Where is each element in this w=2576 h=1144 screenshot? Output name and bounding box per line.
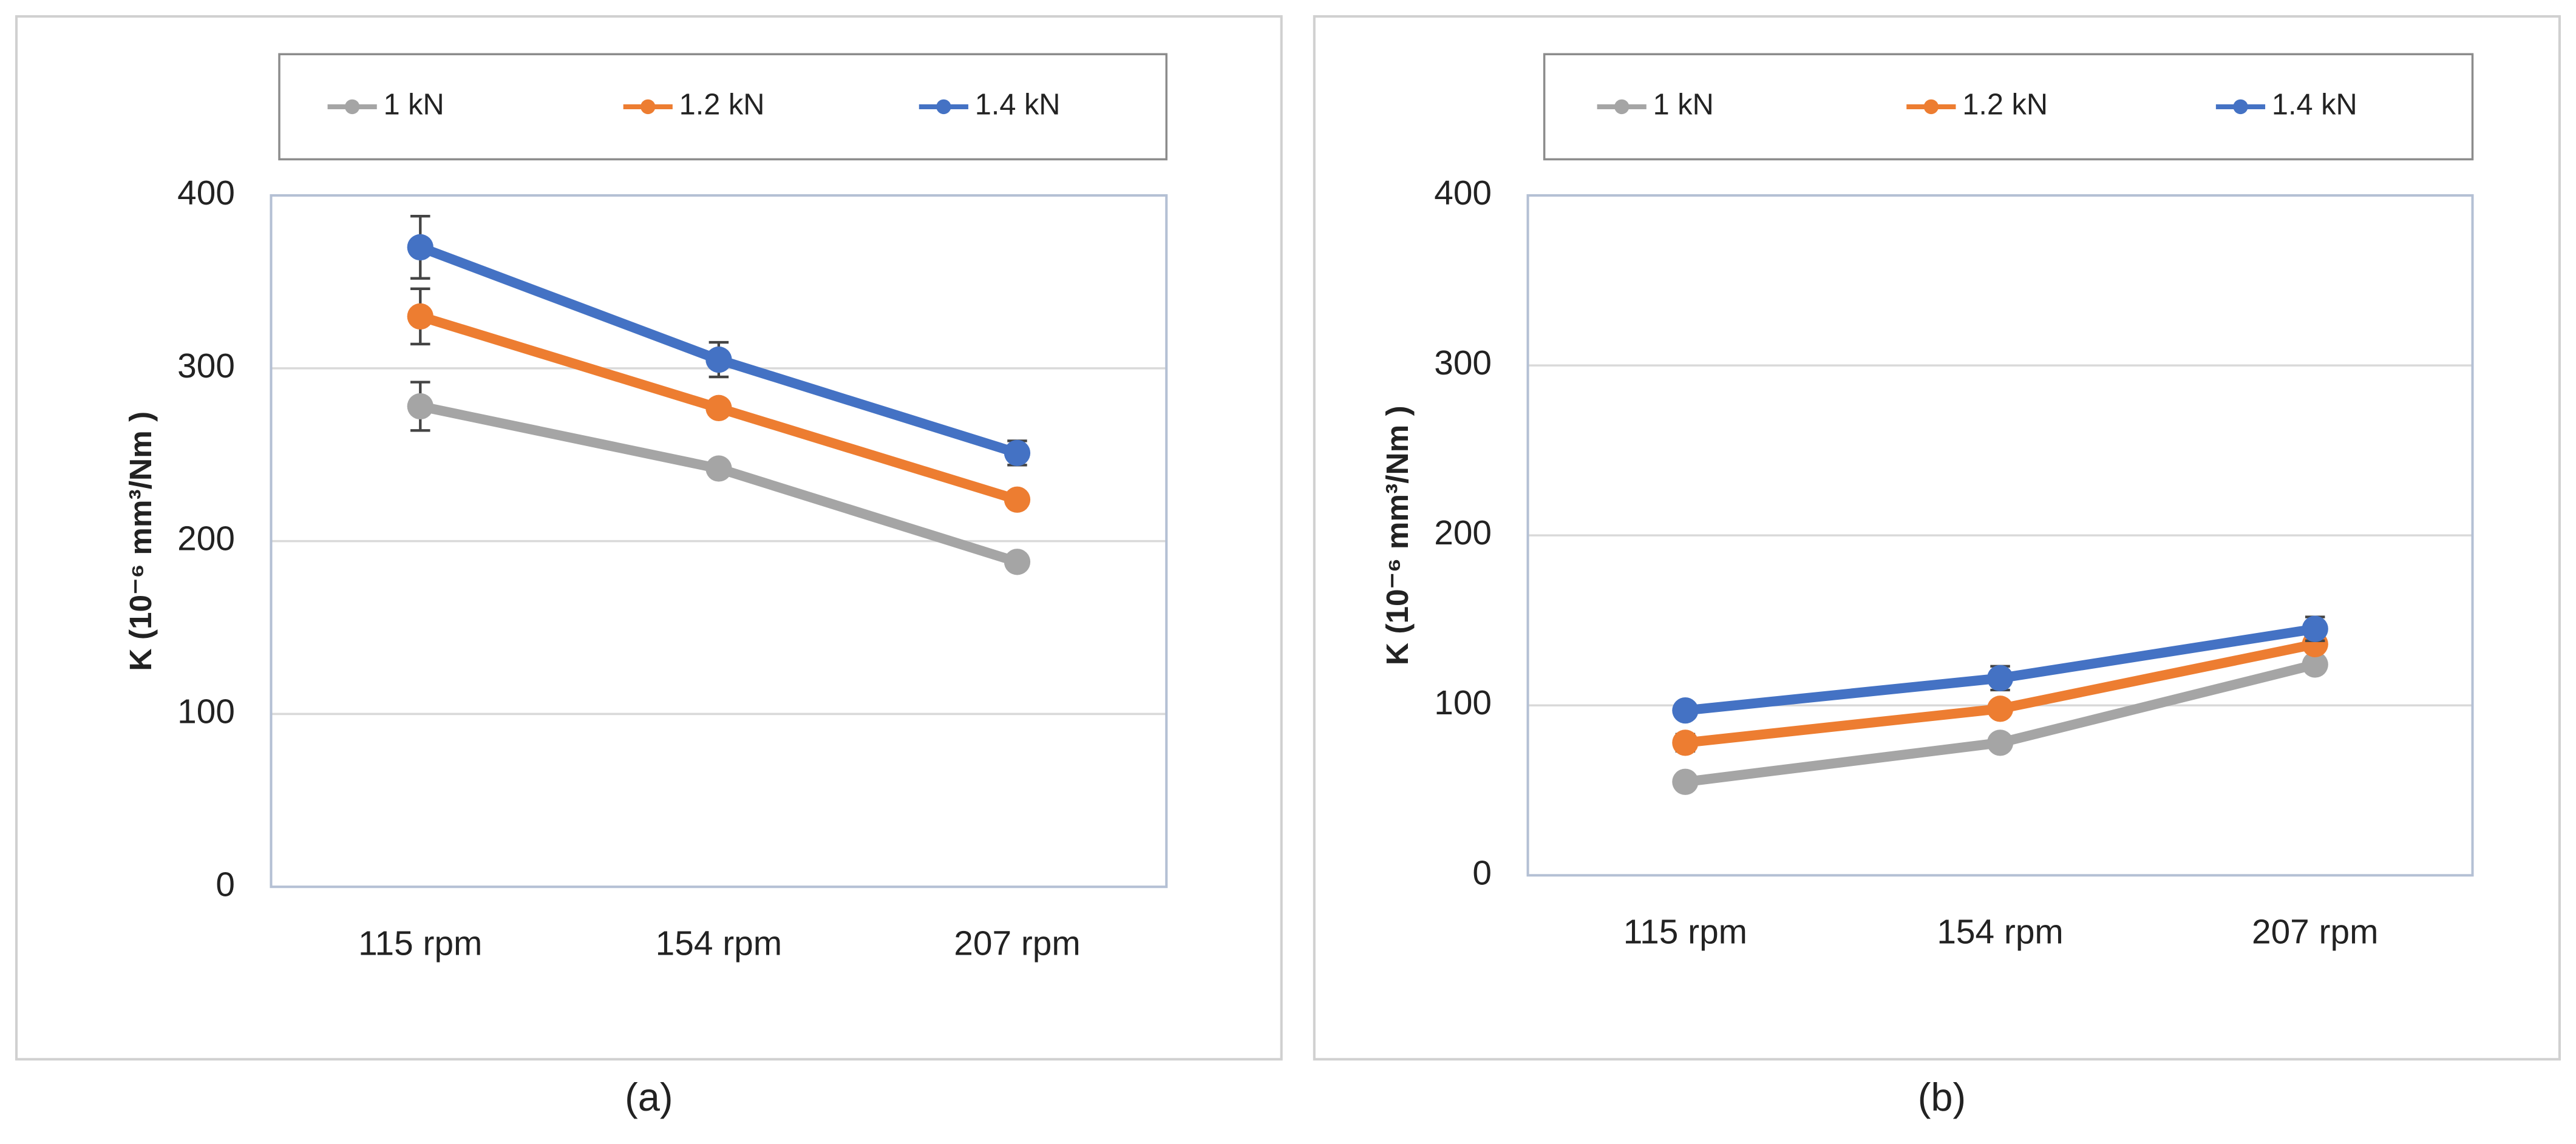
data-point [407,393,433,420]
data-point [1986,696,2014,722]
y-tick-label: 300 [1434,344,1492,382]
x-tick-label: 207 rpm [954,925,1080,963]
legend-label: 1 kN [1653,89,1714,121]
panel-frame [15,15,1283,1061]
data-point [1986,729,2014,756]
plot-area [270,194,1168,888]
plot-area [1526,194,2474,877]
y-tick-label: 0 [216,865,235,904]
data-point [1986,665,2014,692]
x-tick-label: 154 rpm [656,925,782,963]
y-tick-label: 300 [177,347,235,385]
y-tick-label: 400 [177,174,235,212]
y-tick-label: 400 [1434,174,1492,212]
data-point [407,303,433,330]
data-point [1004,439,1031,467]
data-point [705,455,732,482]
legend-label: 1.2 kN [1962,89,2048,121]
data-point [407,234,433,261]
data-point [2302,615,2328,642]
data-point [705,394,732,421]
legend-label: 1.4 kN [2272,89,2357,121]
legend-marker [641,99,656,115]
legend-label: 1.2 kN [679,89,765,121]
legend-label: 1 kN [384,89,444,121]
data-point [1672,729,1699,756]
x-tick-label: 115 rpm [1623,913,1747,952]
legend-marker [1614,99,1630,115]
panel-frame [1313,15,2561,1061]
y-axis-label: K (10⁻⁶ mm³/Nm ) [1379,405,1415,665]
legend-marker [2233,99,2248,115]
y-tick-label: 100 [1434,684,1492,722]
y-axis-label: K (10⁻⁶ mm³/Nm ) [123,411,158,671]
legend-marker [936,99,951,115]
x-tick-label: 115 rpm [358,925,482,963]
data-point [2302,651,2328,678]
x-tick-label: 207 rpm [2252,913,2378,952]
legend-label: 1.4 kN [975,89,1061,121]
data-point [1004,486,1031,513]
data-point [1004,549,1031,575]
y-tick-label: 0 [1472,854,1492,892]
data-point [1672,697,1699,724]
legend-marker [1923,99,1939,115]
legend-box [1543,53,2474,161]
y-tick-label: 200 [1434,514,1492,552]
y-tick-label: 100 [177,692,235,731]
y-tick-label: 200 [177,520,235,558]
panel-label: (b) [1918,1075,1966,1119]
legend-marker [344,99,360,115]
legend-box [278,53,1168,161]
data-point [705,346,732,373]
data-point [1672,768,1699,795]
panel-label: (a) [625,1075,673,1119]
x-tick-label: 154 rpm [1937,913,2063,952]
